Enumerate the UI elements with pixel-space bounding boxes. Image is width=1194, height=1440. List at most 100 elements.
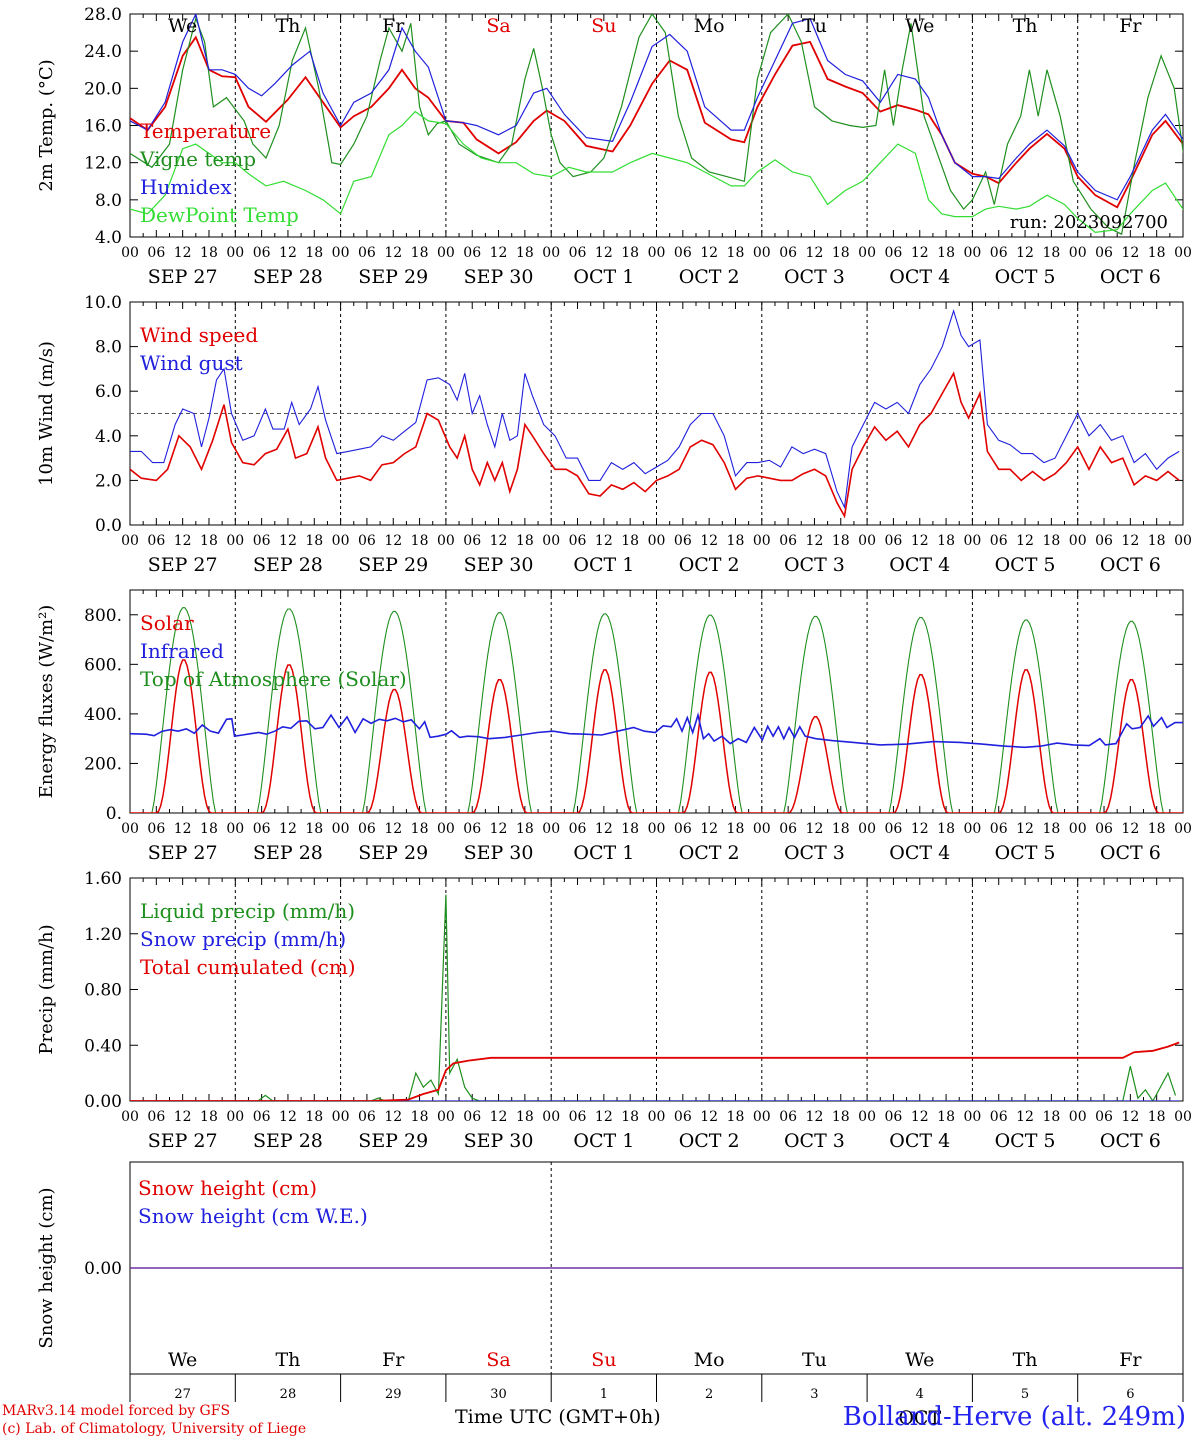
weekday-label: Mo [694,1349,725,1371]
legend-entry: Snow height (cm) [138,1176,317,1200]
hour-tick-label: 12 [1121,245,1139,261]
date-label: OCT 4 [889,554,950,576]
hour-tick-label: 06 [885,533,903,549]
hour-tick-label: 12 [174,533,192,549]
hour-tick-label: 00 [437,821,455,837]
hour-tick-label: 18 [200,1109,218,1125]
hour-tick-label: 18 [937,533,955,549]
y-tick-label: 16.0 [84,117,122,137]
series-line-1 [130,371,1180,519]
hour-tick-label: 18 [411,245,429,261]
hour-tick-label: 00 [542,821,560,837]
y-tick-label: 8.0 [95,338,122,358]
legend-entry: Wind gust [140,351,243,375]
hour-tick-label: 12 [700,533,718,549]
hour-tick-label: 06 [569,1109,587,1125]
date-label: OCT 4 [889,266,950,288]
plot-area [130,309,1183,519]
hour-tick-label: 12 [700,245,718,261]
hour-tick-label: 00 [542,245,560,261]
hour-tick-label: 06 [253,821,271,837]
hour-tick-label: 00 [753,533,771,549]
hour-tick-label: 00 [437,245,455,261]
hour-tick-label: 06 [358,1109,376,1125]
hour-tick-label: 12 [1016,821,1034,837]
hour-tick-label: 18 [727,533,745,549]
hour-tick-label: 00 [437,1109,455,1125]
hour-tick-label: 18 [305,1109,323,1125]
date-label: OCT 2 [679,554,740,576]
weekday-label: We [905,1349,934,1371]
y-tick-label: 800. [84,606,122,626]
legend-entry: Humidex [140,175,232,199]
hour-tick-label: 06 [253,533,271,549]
hour-tick-label: 12 [700,821,718,837]
station-name: Bolland-Herve (alt. 249m) [842,1402,1186,1432]
hour-tick-label: 00 [858,245,876,261]
date-label: OCT 3 [784,842,845,864]
y-axis-label: Precip (mm/h) [36,924,57,1054]
hour-tick-label: 00 [542,1109,560,1125]
hour-tick-label: 00 [963,245,981,261]
panel-1: 00 06 12 18 00 06 12 18 00 06 12 18 00 06 12 18 00 06 12 18… [36,5,1192,288]
date-label: OCT 2 [679,266,740,288]
weekday-label: Fr [1119,15,1142,37]
day-number-label: 28 [280,1387,297,1402]
date-label: OCT 2 [679,1130,740,1152]
hour-tick-label: 06 [569,821,587,837]
date-label: OCT 5 [995,1130,1056,1152]
hour-tick-label: 12 [490,1109,508,1125]
hour-tick-label: 18 [516,1109,534,1125]
hour-tick-label: 00 [753,821,771,837]
hour-tick-label: 18 [727,1109,745,1125]
legend-entry: Top of Atmosphere (Solar) [140,667,407,691]
hour-tick-label: 06 [147,533,165,549]
hour-tick-label: 00 [963,1109,981,1125]
series-line-2 [130,14,1183,236]
date-label: SEP 27 [148,266,218,288]
series-line-4 [130,110,1183,234]
hour-tick-label: 00 [226,533,244,549]
hour-tick-label: 00 [226,1109,244,1125]
hour-tick-label: 18 [1042,245,1060,261]
hour-tick-label: 12 [595,245,613,261]
hour-tick-label: 12 [384,821,402,837]
weekday-label: Fr [1119,1349,1142,1371]
hour-tick-label: 12 [174,1109,192,1125]
hour-tick-label: 00 [226,245,244,261]
legend-entry: Vigne temp [139,147,256,171]
hour-tick-label: 00 [1174,245,1192,261]
date-label: OCT 1 [573,1130,634,1152]
hour-tick-label: 18 [516,245,534,261]
date-label: SEP 29 [358,842,428,864]
hour-tick-label: 18 [621,1109,639,1125]
hour-tick-label: 12 [174,821,192,837]
y-tick-label: 10.0 [84,293,122,313]
credit-model: MARv3.14 model forced by GFS [2,1403,231,1419]
hour-tick-label: 00 [1174,533,1192,549]
hour-tick-label: 18 [937,245,955,261]
plot-area [130,14,1183,236]
hour-tick-label: 18 [1042,1109,1060,1125]
hour-tick-label: 06 [779,1109,797,1125]
y-tick-label: 600. [84,655,122,675]
credit-lab: (c) Lab. of Climatology, University of L… [2,1421,307,1437]
hour-tick-label: 06 [463,821,481,837]
y-tick-label: 24.0 [84,42,122,62]
hour-tick-label: 18 [621,245,639,261]
hour-tick-label: 06 [1095,1109,1113,1125]
date-label: SEP 27 [148,1130,218,1152]
hour-tick-label: 12 [911,1109,929,1125]
series-line-3 [130,14,1183,201]
hour-tick-label: 00 [1069,1109,1087,1125]
weekday-label: Sa [486,15,510,37]
legend-entry: Snow height (cm W.E.) [138,1204,368,1228]
hour-tick-label: 18 [411,533,429,549]
date-label: SEP 30 [464,266,534,288]
hour-tick-label: 18 [832,1109,850,1125]
series-line-2 [130,309,1180,510]
panel-4: 00 06 12 18 00 06 12 18 00 06 12 18 00 06 12 18 00 06 12 18… [36,869,1192,1152]
y-axis-label: Snow height (cm) [36,1187,57,1348]
y-tick-label: 28.0 [84,5,122,25]
hour-tick-label: 00 [226,821,244,837]
